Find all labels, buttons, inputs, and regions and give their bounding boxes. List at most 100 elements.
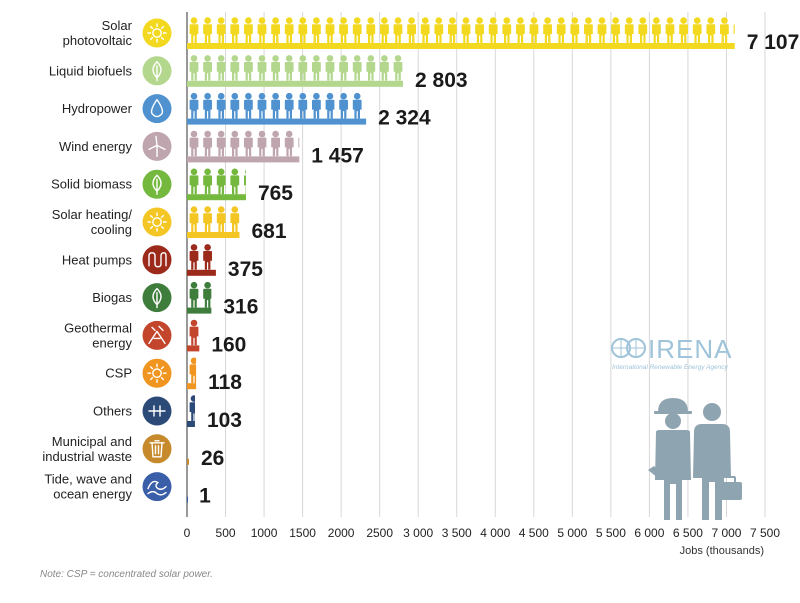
category-label: Others [93, 404, 133, 419]
bar-base [187, 118, 367, 125]
sun-icon [142, 358, 172, 388]
irena-logo: IRENA International Renewable Energy Age… [611, 334, 732, 371]
x-tick-label: 500 [216, 526, 236, 540]
x-tick-label: 6 000 [634, 526, 664, 540]
bar [187, 206, 240, 238]
category-label: Hydropower [62, 101, 133, 116]
category-label: Biogas [92, 290, 132, 305]
category-icons [142, 18, 172, 502]
bar [187, 496, 188, 503]
heat-coil-icon [142, 245, 172, 275]
bar-people [189, 17, 735, 43]
category-label: Geothermal energy [64, 320, 132, 350]
bar-person [516, 17, 525, 43]
bar-base [187, 458, 190, 465]
bar-person [366, 55, 376, 81]
x-axis-title: Jobs (thousands) [680, 545, 764, 557]
bar-person [652, 17, 661, 43]
x-tick-label: 7 500 [750, 526, 780, 540]
x-tick-label: 1000 [251, 526, 278, 540]
bar [187, 17, 735, 49]
value-label: 765 [258, 182, 293, 205]
value-labels: 7 107 2 803 2 324 1 457 765 681 375 316 160 118 10… [199, 31, 799, 508]
x-tick-label: 2500 [366, 526, 393, 540]
bar-person [312, 55, 321, 81]
bar [187, 130, 300, 163]
value-label: 7 107 [747, 31, 800, 54]
bar-person [339, 55, 348, 81]
bar-person [393, 17, 403, 43]
bar-person [284, 17, 294, 43]
category-label: CSP [105, 366, 132, 381]
bar-person [230, 206, 240, 232]
workers-illustration [648, 398, 742, 520]
category-label: Solid biomass [51, 177, 132, 192]
bar-person [448, 17, 457, 43]
bar-person [216, 168, 226, 195]
geothermal-icon [142, 320, 172, 350]
bar-person [230, 168, 240, 195]
bar-people [189, 244, 212, 270]
bar-person [203, 92, 212, 119]
bar-base [187, 269, 216, 276]
worker-with-briefcase-icon [693, 403, 742, 520]
bar-person [597, 17, 607, 43]
bar-person [216, 17, 226, 43]
bar-person [189, 206, 199, 232]
bar-person [257, 92, 267, 119]
irena-globe-icon [611, 338, 646, 358]
bar-person [679, 17, 688, 43]
bar-person [257, 55, 267, 81]
bar-person [380, 17, 389, 43]
bar-person [638, 17, 648, 43]
bar-person [352, 55, 362, 81]
bar-person [257, 130, 267, 157]
bar-person [733, 17, 735, 43]
bar-base [187, 421, 195, 427]
category-label: Solar photovoltaic [63, 18, 133, 48]
bar [187, 281, 212, 314]
bar-person [706, 17, 716, 43]
bar-person [393, 55, 403, 81]
bar-person [244, 17, 253, 43]
water-drop-icon [142, 94, 172, 124]
bar-person [352, 17, 362, 43]
bar-person [434, 17, 444, 43]
bar-base [187, 232, 240, 238]
bar-person [692, 17, 702, 43]
logo-subtitle: International Renewable Energy Agency [612, 364, 728, 371]
bar-base [187, 496, 188, 503]
bar-people [189, 92, 375, 119]
bar-person [312, 92, 321, 119]
value-label: 2 324 [378, 107, 431, 130]
category-label: Liquid biofuels [49, 63, 133, 78]
value-label: 103 [207, 409, 242, 432]
bar-person [189, 168, 199, 195]
bar-person [366, 93, 375, 119]
bar-person [543, 17, 552, 43]
bar-person [244, 130, 253, 157]
bar-person [203, 17, 212, 43]
bar-person [325, 55, 335, 81]
bar-person [203, 168, 212, 195]
bar-person [189, 130, 199, 157]
bar [187, 458, 190, 465]
bar-person [339, 17, 348, 43]
bar-people [189, 206, 240, 232]
bar-person [488, 17, 498, 43]
x-axis: 0 500 1000 1500 2000 2500 3 000 3 500 4 000 4 500… [184, 526, 781, 540]
bar-base [187, 383, 197, 390]
x-tick-label: 0 [184, 526, 191, 540]
x-tick-label: 7 000 [711, 526, 741, 540]
leaf-icon [142, 169, 172, 199]
bar-person [284, 55, 294, 81]
value-label: 26 [201, 447, 224, 470]
x-tick-label: 6 500 [673, 526, 703, 540]
bar-person [230, 55, 240, 81]
bar [187, 55, 404, 87]
category-labels: Solar photovoltaic Liquid biofuels Hydropow… [42, 18, 132, 502]
logo-name: IRENA [648, 334, 732, 364]
bar-person [420, 17, 430, 43]
bar-person [244, 92, 253, 119]
